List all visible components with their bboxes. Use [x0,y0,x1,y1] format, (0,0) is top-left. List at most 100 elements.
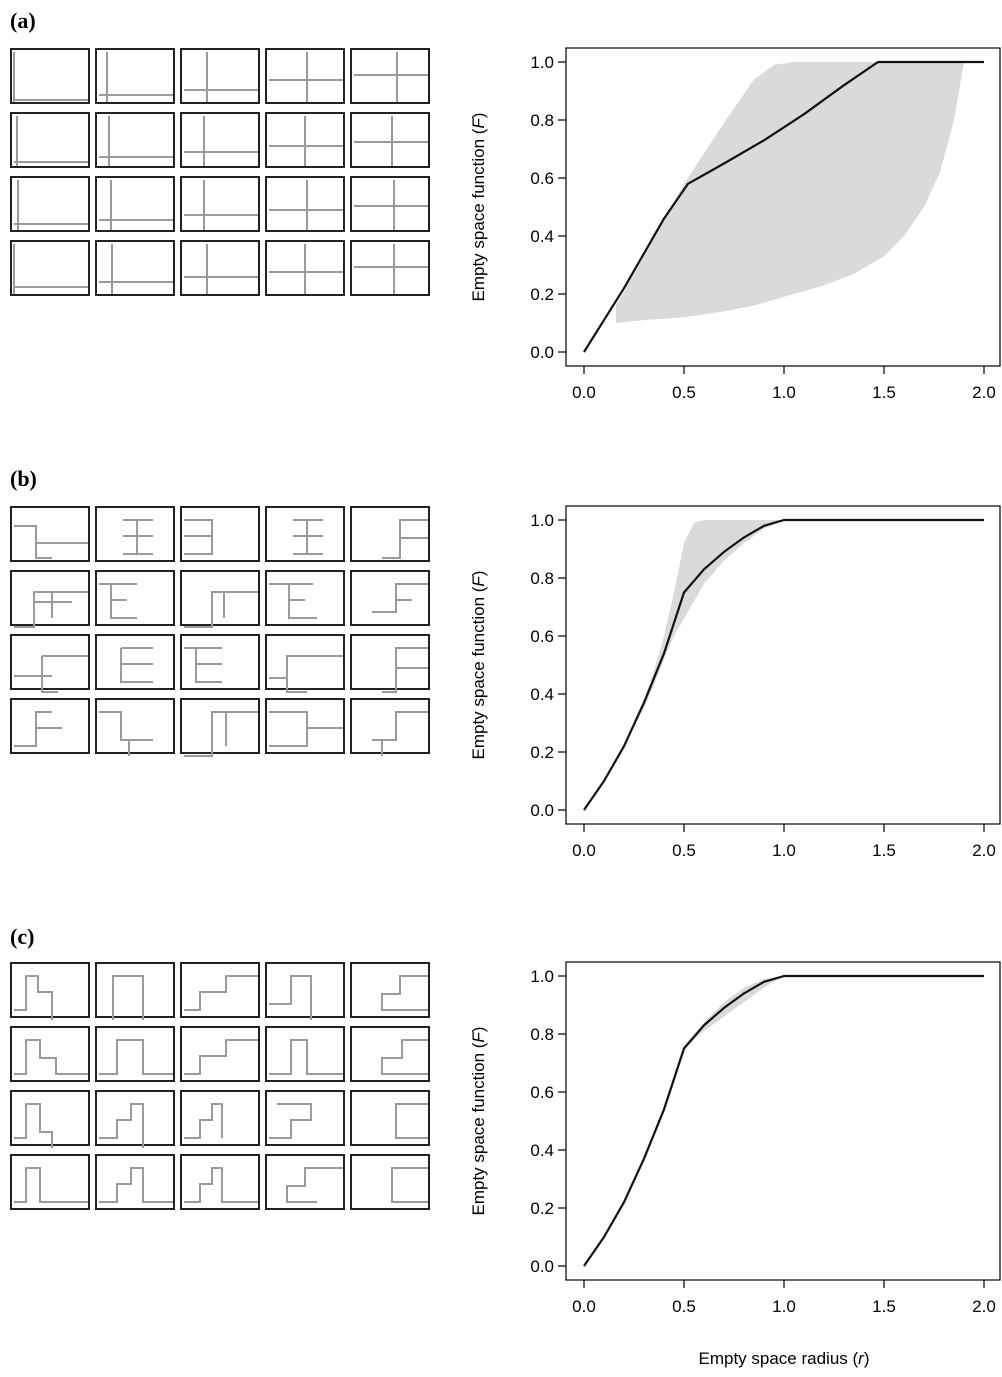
path-tile [95,176,175,232]
plot-frame [565,505,1001,825]
path-line [184,647,222,683]
envelope-band [634,520,784,726]
path-line [269,244,343,294]
path-tile [350,698,430,756]
path-tile [180,1026,260,1082]
path-line [14,1103,53,1148]
path-grid-a [10,48,430,298]
path-tile [265,1026,345,1082]
path-grid-b [10,506,430,757]
path-tile [265,962,345,1020]
path-tile [180,1090,260,1146]
path-line [14,1039,88,1075]
path-line [14,116,88,166]
path-tile [95,1154,175,1210]
path-line [382,647,428,693]
panel-label-a: (a) [10,8,36,33]
path-tile [350,1090,430,1146]
path-tile [265,176,345,232]
envelope-band [684,976,784,1049]
y-tick-label: 0.4 [530,685,554,704]
y-tick-label: 0.2 [530,743,554,762]
path-tile [265,570,345,626]
path-line [120,647,153,683]
path-tile [265,1090,345,1146]
x-tick-label: 0.5 [672,383,696,402]
series-line [583,974,984,1267]
x-tick-label: 2.0 [972,1297,996,1316]
y-tick-label: 0.4 [530,1141,554,1160]
path-line [184,975,258,1011]
path-line [13,244,88,294]
plot-frame [565,47,1001,367]
path-line [14,1167,88,1203]
x-tick-label: 2.0 [972,383,996,402]
y-axis-label: Empty space function (F) [469,571,488,760]
series-line [583,60,984,353]
x-tick-label: 1.0 [772,383,796,402]
path-tile [180,48,260,104]
path-tile [10,962,90,1020]
path-tile [95,48,175,104]
x-tick-label: 1.0 [772,841,796,860]
path-line [184,1103,223,1139]
path-tile [95,698,175,756]
path-tile [95,962,175,1020]
path-line [99,52,173,102]
y-tick-label: 1.0 [530,967,554,986]
path-line [184,116,258,166]
path-tile [10,48,90,104]
panel-label-c: (c) [10,924,35,949]
path-tile [180,240,260,296]
path-line [99,711,153,756]
path-tile [95,240,175,296]
path-tile [180,962,260,1018]
path-tile [10,176,90,232]
path-line [184,519,213,555]
x-tick-label: 1.5 [872,383,896,402]
path-tile [265,48,345,104]
path-line [381,975,428,1011]
path-tile [180,506,260,562]
path-line [372,711,428,756]
path-tile [265,112,345,168]
path-line [13,52,88,102]
path-tile [350,112,430,168]
path-line [99,244,173,294]
x-tick-label: 0.0 [572,383,596,402]
path-line [14,525,88,559]
path-tile [350,1154,430,1210]
y-tick-label: 1.0 [530,53,554,72]
x-tick-label: 1.5 [872,1297,896,1316]
path-tile [265,240,345,296]
path-line [354,244,428,294]
path-grid-c [10,962,430,1212]
y-tick-label: 0.8 [530,1025,554,1044]
path-line [99,116,173,166]
path-tile [350,240,430,296]
path-line [269,52,343,102]
path-tile [180,112,260,168]
path-tile [10,1090,90,1148]
x-axis-label: Empty space radius (r) [698,1349,869,1368]
path-line [184,52,258,102]
envelope-band [616,62,964,323]
y-tick-label: 1.0 [530,511,554,530]
path-tile [350,962,430,1018]
y-tick-label: 0.4 [530,227,554,246]
path-line [14,975,53,1020]
y-tick-label: 0.8 [530,569,554,588]
path-tile [180,698,260,757]
path-tile [350,634,430,693]
path-line [381,1039,428,1075]
path-line [269,583,317,619]
path-line [184,180,258,230]
x-tick-label: 0.0 [572,841,596,860]
path-line [14,711,62,747]
y-axis-label: Empty space function (F) [469,1027,488,1216]
x-tick-label: 2.0 [972,841,996,860]
path-line [269,655,343,693]
path-tile [10,1154,90,1210]
path-line [382,519,428,559]
